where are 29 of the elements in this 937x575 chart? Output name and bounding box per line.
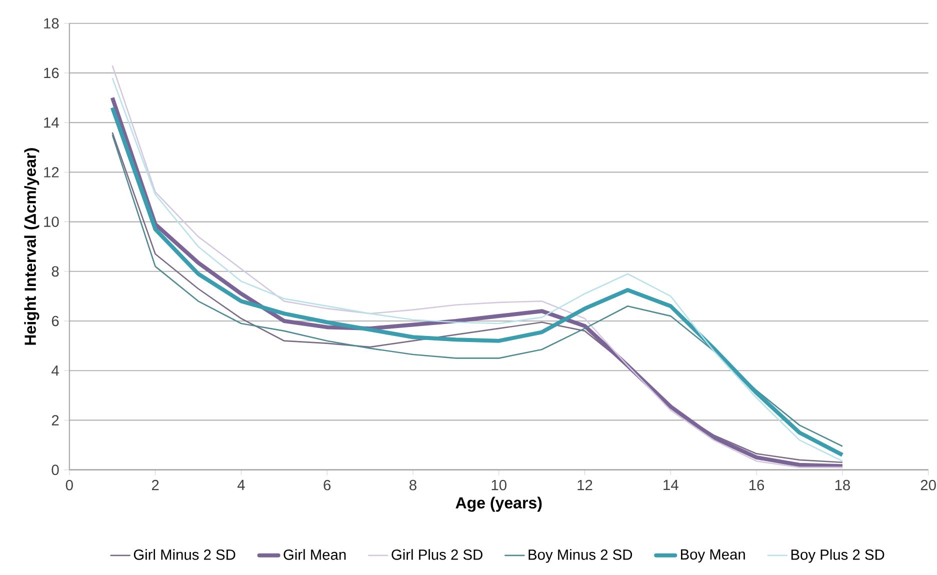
y-tick-label: 18 bbox=[44, 18, 59, 28]
y-tick-label: 4 bbox=[52, 365, 59, 376]
y-tick-label: 8 bbox=[52, 266, 59, 276]
y-tick-label: 12 bbox=[44, 166, 59, 178]
y-tick-label: 2 bbox=[52, 414, 59, 426]
x-tick-label: 8 bbox=[410, 480, 416, 490]
x-tick-label: 16 bbox=[749, 480, 764, 490]
legend-label: Boy Mean bbox=[680, 549, 745, 562]
legend-label: Boy Minus 2 SD bbox=[528, 548, 632, 563]
x-tick-label: 14 bbox=[664, 480, 678, 490]
y-tick-label: 6 bbox=[52, 316, 59, 326]
legend-label: Girl Minus 2 SD bbox=[134, 548, 236, 560]
y-tick-label: 16 bbox=[44, 68, 59, 78]
x-tick-label: 2 bbox=[152, 480, 159, 490]
x-tick-label: 6 bbox=[324, 480, 331, 490]
legend-label: Girl Plus 2 SD bbox=[392, 548, 482, 560]
legend-label: Boy Plus 2 SD bbox=[791, 548, 884, 563]
legend-label: Girl Mean bbox=[284, 548, 346, 560]
x-tick-label: 0 bbox=[66, 480, 73, 490]
x-tick-label: 18 bbox=[835, 480, 850, 490]
x-tick-label: 4 bbox=[237, 480, 245, 490]
x-tick-label: 12 bbox=[578, 480, 592, 490]
y-tick-label: 10 bbox=[44, 216, 59, 227]
y-tick-label: 0 bbox=[52, 464, 59, 475]
x-tick-label: 20 bbox=[920, 480, 936, 490]
x-axis-title: Age (years) bbox=[456, 496, 542, 512]
x-tick-label: 10 bbox=[492, 480, 506, 490]
y-tick-label: 14 bbox=[44, 117, 59, 128]
y-axis-title: Height Interval (Δcm/year) bbox=[24, 148, 40, 345]
